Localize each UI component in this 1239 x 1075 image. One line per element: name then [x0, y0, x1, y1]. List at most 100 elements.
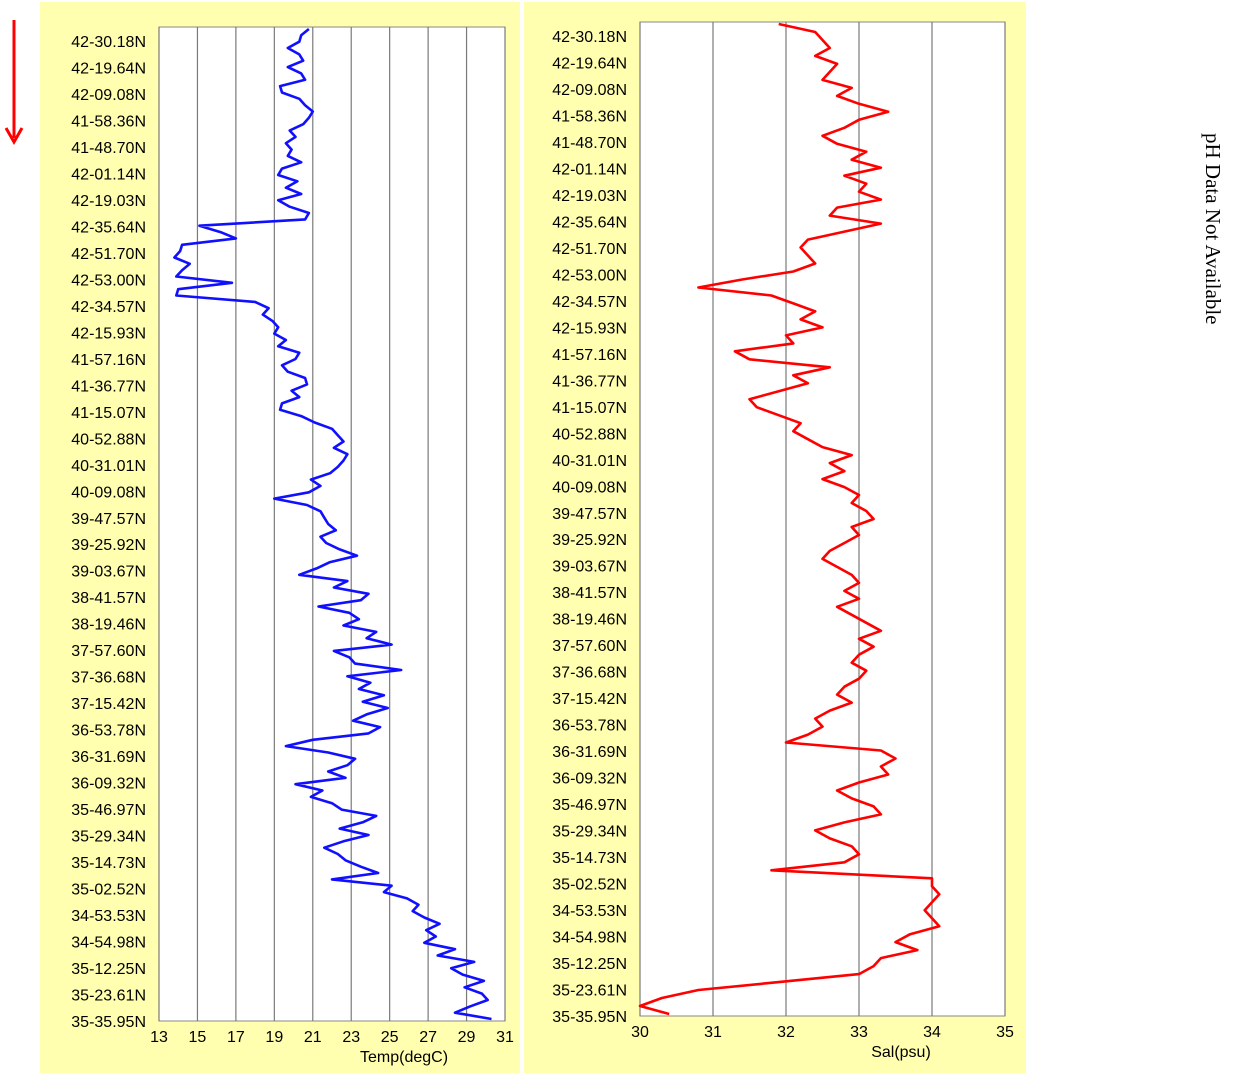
y-tick-label: 35-14.73N — [71, 855, 146, 872]
x-axis-label: Sal(psu) — [871, 1044, 931, 1061]
y-tick-label: 38-41.57N — [71, 590, 146, 607]
y-tick-label: 42-01.14N — [552, 161, 627, 178]
x-tick-label: 13 — [150, 1029, 168, 1046]
data-series-line — [638, 22, 941, 1016]
y-tick-label: 39-03.67N — [552, 559, 627, 576]
y-tick-label: 35-46.97N — [71, 802, 146, 819]
y-tick-label: 42-30.18N — [71, 34, 146, 51]
y-tick-label: 42-19.64N — [552, 55, 627, 72]
y-tick-label: 40-31.01N — [71, 458, 146, 475]
y-tick-label: 41-58.36N — [552, 108, 627, 125]
y-tick-label: 35-12.25N — [71, 961, 146, 978]
y-tick-label: 35-29.34N — [552, 824, 627, 841]
y-tick-label: 41-36.77N — [552, 373, 627, 390]
y-tick-label: 34-53.53N — [552, 903, 627, 920]
y-tick-label: 35-02.52N — [71, 882, 146, 899]
x-tick-label: 27 — [419, 1029, 437, 1046]
y-tick-label: 34-54.98N — [552, 930, 627, 947]
temp-chart: 13 15 17 19 21 23 25 27 29 31 42-30.18N 42-19.64N 42… — [71, 26, 514, 1066]
y-tick-label: 35-23.61N — [71, 988, 146, 1005]
x-tick-label: 32 — [777, 1024, 795, 1041]
y-tick-label: 37-36.68N — [71, 670, 146, 687]
y-tick-label: 35-46.97N — [552, 797, 627, 814]
x-tick-label: 29 — [458, 1029, 476, 1046]
x-tick-label: 35 — [996, 1024, 1014, 1041]
y-tick-label: 40-52.88N — [552, 426, 627, 443]
y-tick-label: 41-48.70N — [71, 140, 146, 157]
x-tick-label: 34 — [923, 1024, 941, 1041]
y-tick-label: 35-35.95N — [552, 1009, 627, 1026]
y-tick-label: 42-19.03N — [552, 188, 627, 205]
y-tick-label: 40-52.88N — [71, 431, 146, 448]
y-tick-label: 42-51.70N — [71, 246, 146, 263]
y-tick-label: 42-15.93N — [71, 325, 146, 342]
y-tick-label: 37-15.42N — [71, 696, 146, 713]
y-tick-label: 35-14.73N — [552, 850, 627, 867]
x-tick-label: 17 — [227, 1029, 245, 1046]
plot-area — [158, 26, 506, 1022]
y-tick-label: 41-15.07N — [71, 405, 146, 422]
plot-area — [639, 21, 1006, 1017]
y-tick-label: 37-36.68N — [552, 665, 627, 682]
y-tick-label: 37-57.60N — [71, 643, 146, 660]
y-tick-label: 42-19.64N — [71, 60, 146, 77]
y-tick-label: 36-53.78N — [71, 723, 146, 740]
x-tick-label: 25 — [381, 1029, 399, 1046]
y-tick-label: 34-54.98N — [71, 935, 146, 952]
y-tick-label: 36-09.32N — [552, 771, 627, 788]
x-tick-label: 30 — [631, 1024, 649, 1041]
y-tick-label: 39-25.92N — [71, 537, 146, 554]
y-tick-label: 35-23.61N — [552, 983, 627, 1000]
y-tick-label: 41-36.77N — [71, 378, 146, 395]
y-tick-label: 42-53.00N — [71, 272, 146, 289]
y-tick-label: 39-25.92N — [552, 532, 627, 549]
sal-chart: 30 31 32 33 34 35 42-30.18N 42-19.64N 42-09.08N 4… — [552, 21, 1014, 1061]
ph-unavailable-note: pH Data Not Available — [1201, 133, 1225, 325]
y-tick-label: 42-53.00N — [552, 267, 627, 284]
y-tick-label: 42-35.64N — [552, 214, 627, 231]
x-tick-label: 33 — [850, 1024, 868, 1041]
y-tick-label: 42-09.08N — [552, 82, 627, 99]
y-tick-label: 40-09.08N — [71, 484, 146, 501]
y-tick-label: 38-19.46N — [552, 612, 627, 629]
y-tick-label: 42-30.18N — [552, 29, 627, 46]
y-tick-label: 36-31.69N — [71, 749, 146, 766]
y-tick-label: 39-03.67N — [71, 564, 146, 581]
y-tick-label: 38-41.57N — [552, 585, 627, 602]
y-tick-label: 42-09.08N — [71, 87, 146, 104]
y-tick-label: 42-34.57N — [552, 294, 627, 311]
y-tick-label: 35-02.52N — [552, 877, 627, 894]
y-tick-label: 41-58.36N — [71, 113, 146, 130]
y-tick-label: 37-57.60N — [552, 638, 627, 655]
y-tick-label: 41-57.16N — [552, 347, 627, 364]
x-tick-label: 31 — [496, 1029, 514, 1046]
x-tick-label: 31 — [704, 1024, 722, 1041]
y-tick-label: 42-19.03N — [71, 193, 146, 210]
y-tick-label: 36-31.69N — [552, 744, 627, 761]
y-tick-label: 38-19.46N — [71, 617, 146, 634]
y-tick-label: 35-12.25N — [552, 956, 627, 973]
down-arrow-icon — [4, 20, 24, 146]
y-tick-label: 37-15.42N — [552, 691, 627, 708]
y-tick-label: 39-47.57N — [552, 506, 627, 523]
y-tick-label: 41-48.70N — [552, 135, 627, 152]
y-tick-label: 40-09.08N — [552, 479, 627, 496]
y-tick-label: 36-53.78N — [552, 718, 627, 735]
y-tick-label: 40-31.01N — [552, 453, 627, 470]
x-tick-label: 23 — [342, 1029, 360, 1046]
y-tick-label: 41-57.16N — [71, 352, 146, 369]
y-tick-label: 36-09.32N — [71, 776, 146, 793]
y-tick-label: 39-47.57N — [71, 511, 146, 528]
y-tick-label: 42-01.14N — [71, 166, 146, 183]
y-tick-label: 42-34.57N — [71, 299, 146, 316]
y-tick-label: 42-51.70N — [552, 241, 627, 258]
data-series-line — [173, 27, 492, 1021]
y-tick-label: 34-53.53N — [71, 908, 146, 925]
x-tick-label: 21 — [304, 1029, 322, 1046]
y-tick-label: 35-29.34N — [71, 829, 146, 846]
y-tick-label: 41-15.07N — [552, 400, 627, 417]
y-tick-label: 35-35.95N — [71, 1014, 146, 1031]
y-tick-label: 42-35.64N — [71, 219, 146, 236]
x-axis-label: Temp(degC) — [360, 1049, 448, 1066]
